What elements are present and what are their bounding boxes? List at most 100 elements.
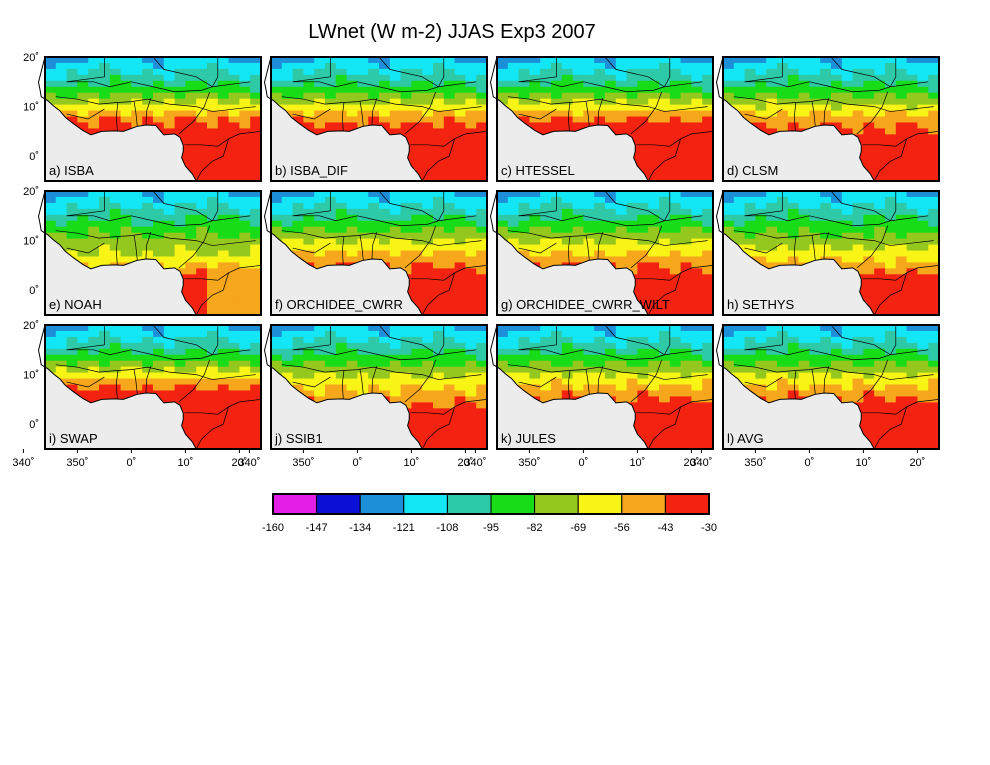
map-panel: j) SSIB1 340˚ 350˚ 0˚ 10˚ 20˚: [238, 324, 488, 469]
country-border: [66, 349, 251, 361]
country-border: [178, 225, 211, 269]
country-border: [744, 349, 929, 361]
country-border: [341, 236, 345, 266]
country-border: [890, 191, 897, 221]
country-border: [66, 325, 105, 351]
panel-frame: [722, 56, 940, 182]
coastline: [38, 190, 197, 316]
country-border: [292, 108, 331, 120]
colorbar-frame: [272, 493, 710, 515]
colorbar-level-label: -160: [262, 522, 284, 534]
y-tick-label: 20˚: [23, 320, 39, 332]
x-tick-label: 0˚: [579, 457, 589, 469]
panel-label: d) CLSM: [727, 163, 778, 178]
country-border: [890, 325, 897, 355]
colorbar-level-label: -134: [349, 522, 371, 534]
country-border: [585, 101, 590, 127]
y-tick-label: 10˚: [23, 102, 39, 114]
country-border: [862, 265, 939, 281]
country-border: [371, 366, 378, 393]
y-tick-label: 0˚: [29, 419, 39, 431]
country-border: [281, 96, 482, 112]
country-border: [410, 131, 487, 147]
colorbar: -160 -147 -134 -121 -108 -95 -82 -69 -56 -43 -30: [262, 493, 717, 534]
panel-label: h) SETHYS: [727, 297, 795, 312]
country-border: [567, 236, 571, 266]
country-border: [873, 138, 907, 181]
country-border: [421, 272, 455, 315]
country-border: [744, 215, 929, 227]
panel-label: i) SWAP: [49, 431, 98, 446]
country-border: [647, 138, 681, 181]
country-border: [744, 81, 929, 93]
country-border: [793, 102, 797, 132]
panel-frame: [496, 190, 714, 316]
colorbar-level-label: -121: [393, 522, 415, 534]
x-tick-label: 0˚: [127, 457, 137, 469]
country-border: [664, 191, 671, 221]
country-border: [378, 325, 439, 356]
panel-frame: [44, 56, 262, 182]
country-border: [604, 325, 665, 356]
colorbar-swatch: [577, 493, 623, 515]
country-border: [507, 96, 708, 112]
country-border: [518, 376, 557, 388]
map-panel: d) CLSM: [716, 56, 940, 182]
country-border: [733, 96, 934, 112]
country-border: [152, 325, 213, 356]
country-border: [890, 57, 897, 87]
country-border: [518, 215, 703, 227]
country-border: [184, 265, 261, 281]
panel-label: l) AVG: [727, 431, 764, 446]
panel-frame: [722, 324, 940, 450]
country-border: [195, 406, 229, 449]
country-border: [66, 57, 105, 83]
x-tick-label: 20˚: [683, 457, 699, 469]
y-tick-label: 10˚: [23, 236, 39, 248]
country-border: [341, 370, 345, 400]
map-panel: c) HTESSEL: [490, 56, 714, 182]
country-border: [518, 81, 703, 93]
country-border: [66, 242, 105, 254]
x-tick-label: 350˚: [292, 457, 314, 469]
country-border: [115, 102, 119, 132]
country-border: [410, 265, 487, 281]
country-border: [518, 191, 557, 217]
panel-frame: [270, 324, 488, 450]
country-border: [744, 376, 783, 388]
country-border: [281, 364, 482, 380]
chart-title: LWnet (W m-2) JJAS Exp3 2007: [308, 21, 596, 43]
country-border: [371, 98, 378, 125]
colorbar-level-label: -30: [701, 522, 717, 534]
country-border: [404, 91, 437, 135]
country-border: [55, 96, 256, 112]
country-border: [212, 57, 219, 87]
panel-label: a) ISBA: [49, 163, 94, 178]
country-border: [630, 91, 663, 135]
y-tick-label: 20˚: [23, 52, 39, 64]
country-border: [438, 191, 445, 221]
map-panel: h) SETHYS: [716, 190, 940, 316]
country-border: [647, 272, 681, 315]
panel-frame: [270, 56, 488, 182]
panel-label: j) SSIB1: [274, 431, 323, 446]
panel-label: g) ORCHIDEE_CWRR_WILT: [501, 297, 670, 312]
country-border: [744, 57, 783, 83]
x-tick-label: 10˚: [855, 457, 871, 469]
panel-frame: [44, 190, 262, 316]
country-border: [604, 57, 665, 88]
colorbar-level-label: -69: [570, 522, 586, 534]
country-border: [378, 191, 439, 222]
map-panel: i) SWAP 20˚ 10˚ 0˚ 340˚ 350˚ 0˚ 10˚ 20˚: [12, 320, 262, 469]
country-border: [421, 138, 455, 181]
country-border: [212, 191, 219, 221]
country-border: [744, 325, 783, 351]
country-border: [359, 235, 364, 261]
country-border: [66, 376, 105, 388]
country-border: [856, 359, 889, 403]
map-panel: k) JULES 340˚ 350˚ 0˚ 10˚ 20˚: [464, 324, 714, 469]
country-border: [823, 366, 830, 393]
country-border: [567, 370, 571, 400]
country-border: [597, 98, 604, 125]
